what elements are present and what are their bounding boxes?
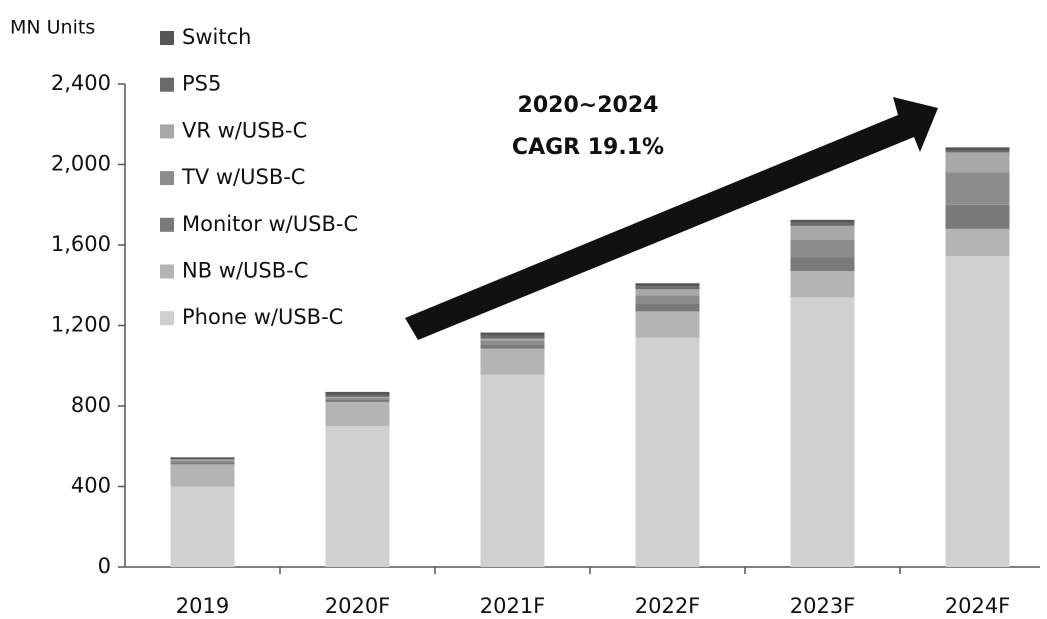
bar-segment bbox=[945, 152, 1010, 173]
y-axis-label: MN Units bbox=[10, 17, 95, 39]
bar-segment bbox=[325, 401, 390, 427]
y-tick-label: 400 bbox=[71, 474, 111, 498]
bar-segment bbox=[790, 222, 855, 226]
bar-segment bbox=[325, 391, 390, 395]
bar-segment bbox=[790, 257, 855, 272]
y-tick-label: 1,600 bbox=[51, 232, 111, 256]
legend-label: TV w/USB-C bbox=[181, 165, 305, 189]
x-tick-label: 2024F bbox=[945, 594, 1011, 618]
bar-segment bbox=[945, 228, 1010, 257]
bar-segment bbox=[635, 311, 700, 338]
y-tick-label: 2,400 bbox=[51, 71, 111, 95]
bar-segment bbox=[635, 283, 700, 287]
bar-segment bbox=[170, 464, 235, 487]
legend-swatch bbox=[160, 171, 174, 186]
legend-swatch bbox=[160, 311, 174, 326]
bar-segment bbox=[790, 225, 855, 240]
legend-label: NB w/USB-C bbox=[182, 259, 308, 283]
legend-label: Monitor w/USB-C bbox=[182, 212, 358, 236]
bar-segment bbox=[480, 335, 545, 339]
bar-segment bbox=[790, 271, 855, 298]
bar-segment bbox=[945, 150, 1010, 153]
legend-swatch bbox=[160, 217, 174, 232]
bar-segment bbox=[945, 256, 1010, 567]
bar-segment bbox=[635, 337, 700, 567]
bar-segment bbox=[325, 426, 390, 567]
bar-segment bbox=[325, 399, 390, 402]
bar-segment bbox=[790, 297, 855, 567]
bar-segment bbox=[635, 295, 700, 304]
bar-segment bbox=[325, 394, 390, 397]
legend-label: VR w/USB-C bbox=[182, 118, 307, 142]
bar-segment bbox=[635, 303, 700, 312]
legend-label: Switch bbox=[182, 25, 251, 49]
bar-segment bbox=[480, 340, 545, 345]
bar-segment bbox=[480, 332, 545, 336]
bar-segment bbox=[790, 239, 855, 258]
y-tick-label: 800 bbox=[71, 393, 111, 417]
x-tick-label: 2021F bbox=[480, 594, 546, 618]
bar-segment bbox=[635, 286, 700, 290]
y-tick-label: 1,200 bbox=[51, 313, 111, 337]
bar-segment bbox=[170, 460, 235, 463]
bar-segment bbox=[170, 459, 235, 461]
legend-swatch bbox=[160, 77, 174, 92]
bar-segment bbox=[480, 348, 545, 375]
legend-label: Phone w/USB-C bbox=[182, 305, 343, 329]
x-tick-label: 2019 bbox=[176, 594, 229, 618]
x-tick-label: 2023F bbox=[790, 594, 856, 618]
bar-segment bbox=[480, 344, 545, 349]
bar-segment bbox=[635, 289, 700, 296]
bar-segment bbox=[790, 219, 855, 223]
x-tick-label: 2022F bbox=[635, 594, 701, 618]
arrow bbox=[405, 97, 938, 340]
bar-segment bbox=[325, 396, 390, 398]
bar-segment bbox=[170, 457, 235, 460]
annotation: 2020~2024 bbox=[518, 93, 659, 118]
annotation: CAGR 19.1% bbox=[512, 135, 664, 160]
legend-swatch bbox=[160, 124, 174, 139]
bar-segment bbox=[945, 204, 1010, 229]
bar-segment bbox=[945, 172, 1010, 205]
legend-label: PS5 bbox=[182, 72, 221, 96]
bar-segment bbox=[170, 486, 235, 567]
bar-segment bbox=[945, 147, 1010, 151]
y-tick-label: 0 bbox=[98, 554, 111, 578]
bar-segment bbox=[170, 462, 235, 465]
bar-segment bbox=[480, 338, 545, 341]
legend-swatch bbox=[160, 264, 174, 279]
y-tick-label: 2,000 bbox=[51, 152, 111, 176]
legend-swatch bbox=[160, 31, 174, 45]
bar-segment bbox=[325, 397, 390, 400]
x-tick-label: 2020F bbox=[325, 594, 391, 618]
bar-segment bbox=[480, 374, 545, 567]
